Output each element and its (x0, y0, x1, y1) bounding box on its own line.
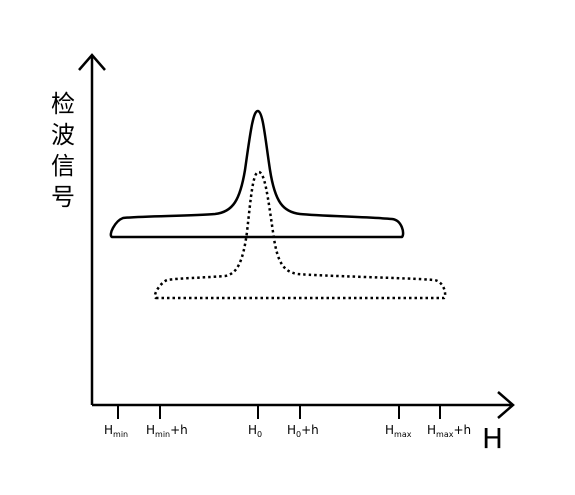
y-axis-arrowhead (78, 53, 106, 71)
y-axis-title-char: 信 (51, 152, 75, 180)
y-axis-title-char: 检 (51, 90, 75, 118)
x-axis-title: H (482, 422, 503, 455)
x-axis-tick-label: Hmin+h (146, 423, 188, 439)
x-axis-tick-label: H0 (248, 423, 262, 439)
dotted-resonance-curve (153, 170, 447, 300)
x-axis-tick-labels: Hmin Hmin+h H0 H0+h Hmax Hmax+h (104, 423, 471, 439)
x-axis-tick-label: Hmax+h (427, 423, 471, 439)
solid-resonance-curve (109, 109, 405, 239)
x-axis-tick-label: Hmin (104, 423, 128, 439)
y-axis-title-char: 波 (51, 121, 75, 149)
x-axis-arrowhead (497, 391, 515, 419)
x-axis-ticks (117, 405, 441, 419)
y-axis-title-char: 号 (51, 183, 75, 211)
x-axis-tick-label: H0+h (287, 423, 319, 439)
x-axis-tick-label: Hmax (385, 423, 412, 439)
